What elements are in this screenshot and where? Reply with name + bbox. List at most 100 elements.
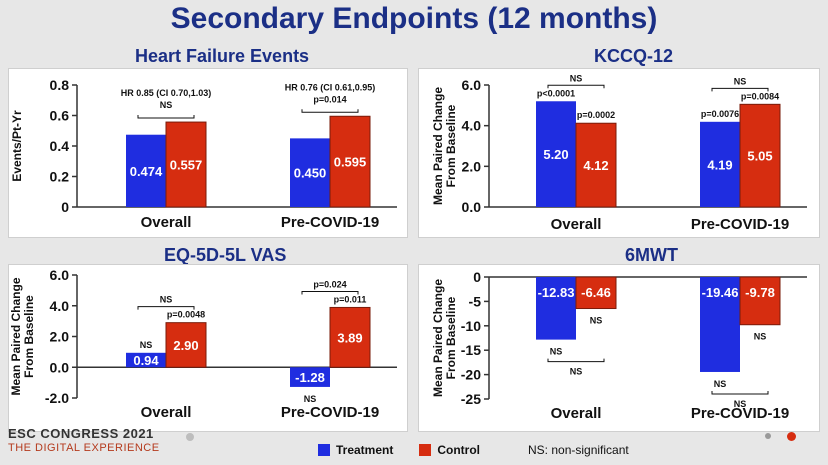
6mwt-chart-panel: -25 -20 -15 -10 -5 0 Mean Paired ChangeFrom Ba… xyxy=(418,264,820,432)
hf-data-label: 0.474 xyxy=(130,164,163,179)
kccq-p-value-label: p<0.0001 xyxy=(537,88,575,98)
eq5d-y-tick-label: 6.0 xyxy=(50,267,70,283)
6mwt-p-value-label: NS xyxy=(714,379,727,389)
6mwt-y-axis-label: Mean Paired ChangeFrom Baseline xyxy=(431,279,458,397)
hf-comparison-label: p=0.014 xyxy=(313,94,346,104)
6mwt-comparison-label: NS xyxy=(734,399,747,409)
6mwt-data-label: -12.83 xyxy=(538,285,575,300)
6mwt-bar-treatment xyxy=(700,277,740,372)
eq5d-y-tick-label: 2.0 xyxy=(50,329,70,345)
6mwt-y-tick-label: 0 xyxy=(473,269,481,285)
hf-bar-control xyxy=(329,115,371,208)
6mwt-y-tick-label: -10 xyxy=(461,318,481,334)
hf-category-label: Pre-COVID-19 xyxy=(281,214,379,231)
legend-treatment-swatch xyxy=(318,444,330,456)
hf-bar-treatment xyxy=(126,134,166,207)
slide-dot-icon xyxy=(186,433,194,441)
eq5d-bar-control xyxy=(329,306,371,368)
hf-category-label: Overall xyxy=(141,214,192,231)
kccq-data-label: 5.20 xyxy=(543,147,568,162)
conference-subtitle: THE DIGITAL EXPERIENCE xyxy=(8,442,160,454)
eq5d-chart-panel: -2.0 0.0 2.0 4.0 6.0 Mean Paired ChangeFrom B… xyxy=(8,264,408,432)
6mwt-p-value-label: NS xyxy=(550,347,563,357)
eq5d-panel-title: EQ-5D-5L VAS xyxy=(164,245,287,265)
eq5d-comparison-bracket xyxy=(301,290,359,295)
hf-y-tick-label: 0.8 xyxy=(50,77,70,93)
6mwt-chart: -25 -20 -15 -10 -5 0 Mean Paired ChangeFrom Ba… xyxy=(431,269,807,422)
kccq-data-label: 5.05 xyxy=(747,149,772,164)
6mwt-data-label: -9.78 xyxy=(745,285,775,300)
hf-comparison-label: NS xyxy=(160,100,173,110)
kccq-p-value-label: p=0.0084 xyxy=(741,91,779,101)
6mwt-p-value-label: NS xyxy=(754,332,767,342)
kccq-y-tick-label: 2.0 xyxy=(462,158,482,174)
6mwt-category-label: Overall xyxy=(551,405,602,422)
hf-comparison-bracket xyxy=(301,109,359,113)
6mwt-bar-treatment xyxy=(536,277,576,340)
kccq-category-label: Overall xyxy=(551,216,602,233)
6mwt-data-label: -6.46 xyxy=(581,285,611,300)
6mwt-p-value-label: NS xyxy=(590,316,603,326)
eq5d-data-label: 2.90 xyxy=(173,338,198,353)
6mwt-y-tick-label: -15 xyxy=(461,342,481,358)
eq5d-category-label: Overall xyxy=(141,404,192,421)
hf-data-label: 0.557 xyxy=(170,158,203,173)
nav-dot-active-icon xyxy=(787,432,796,441)
6mwt-y-tick-label: -5 xyxy=(469,293,482,309)
6mwt-comparison-label: NS xyxy=(570,367,583,377)
eq5d-bar-treatment xyxy=(290,367,330,387)
6mwt-bar-control xyxy=(575,276,617,310)
6mwt-panel-title: 6MWT xyxy=(625,245,678,265)
hf-chart-panel: 0 0.2 0.4 0.6 0.8 Events/Pt-Yr Overall 0.474 0.5… xyxy=(8,68,408,238)
hf-data-label: 0.450 xyxy=(294,166,327,181)
legend-control-swatch xyxy=(419,444,432,456)
hf-y-tick-label: 0.4 xyxy=(50,138,70,154)
conference-name: ESC CONGRESS 2021 xyxy=(8,426,154,441)
6mwt-comparison-bracket xyxy=(711,390,769,395)
hf-bar-control xyxy=(165,121,207,208)
6mwt-category-label: Pre-COVID-19 xyxy=(691,405,789,422)
hf-bar-treatment xyxy=(290,138,330,207)
hf-data-label: 0.595 xyxy=(334,155,367,170)
hf-y-tick-label: 0.2 xyxy=(50,169,70,185)
eq5d-comparison-label: NS xyxy=(160,295,173,305)
eq5d-y-tick-label: -2.0 xyxy=(45,390,69,406)
kccq-panel-title: KCCQ-12 xyxy=(594,46,674,66)
hf-comparison-bracket xyxy=(137,115,195,119)
eq5d-y-tick-label: 0.0 xyxy=(50,359,70,375)
kccq-data-label: 4.19 xyxy=(707,157,732,172)
eq5d-bar-control xyxy=(165,322,207,368)
eq5d-category-label: Pre-COVID-19 xyxy=(281,404,379,421)
eq5d-p-value-label: p=0.0048 xyxy=(167,310,205,320)
kccq-bar-control xyxy=(575,122,617,208)
legend-ns-note: NS: non-significant xyxy=(528,443,629,457)
kccq-data-label: 4.12 xyxy=(583,158,608,173)
kccq-comparison-bracket xyxy=(711,87,769,92)
hf-y-tick-label: 0.6 xyxy=(50,108,70,124)
hf-hr-label: HR 0.76 (CI 0.61,0.95) xyxy=(285,82,376,92)
eq5d-p-value-label: p=0.011 xyxy=(334,294,367,304)
kccq-y-tick-label: 4.0 xyxy=(462,118,482,134)
eq5d-data-label: 0.94 xyxy=(133,353,159,368)
kccq-p-value-label: p=0.0002 xyxy=(577,110,615,120)
kccq-comparison-label: NS xyxy=(570,73,583,83)
kccq-bar-treatment xyxy=(536,101,576,207)
eq5d-y-axis-label: Mean Paired ChangeFrom Baseline xyxy=(9,277,36,395)
kccq-y-axis-label: Mean Paired ChangeFrom Baseline xyxy=(431,87,458,205)
eq5d-comparison-bracket xyxy=(137,306,195,310)
slide-title: Secondary Endpoints (12 months) xyxy=(170,2,658,35)
eq5d-bar-treatment xyxy=(126,352,166,368)
eq5d-data-label: -1.28 xyxy=(295,370,325,385)
eq5d-p-value-label: NS xyxy=(140,340,153,350)
kccq-p-value-label: p=0.0076 xyxy=(701,109,739,119)
kccq-chart-panel: 0.0 2.0 4.0 6.0 Mean Paired ChangeFrom Basel… xyxy=(418,68,820,238)
6mwt-comparison-bracket xyxy=(547,358,605,363)
kccq-comparison-bracket xyxy=(547,84,605,89)
kccq-y-tick-label: 6.0 xyxy=(462,77,482,93)
eq5d-p-value-label: NS xyxy=(304,394,317,404)
hf-y-axis-label: Events/Pt-Yr xyxy=(10,110,24,182)
6mwt-y-tick-label: -25 xyxy=(461,391,481,407)
kccq-bar-control xyxy=(739,103,781,208)
kccq-y-tick-label: 0.0 xyxy=(462,199,482,215)
